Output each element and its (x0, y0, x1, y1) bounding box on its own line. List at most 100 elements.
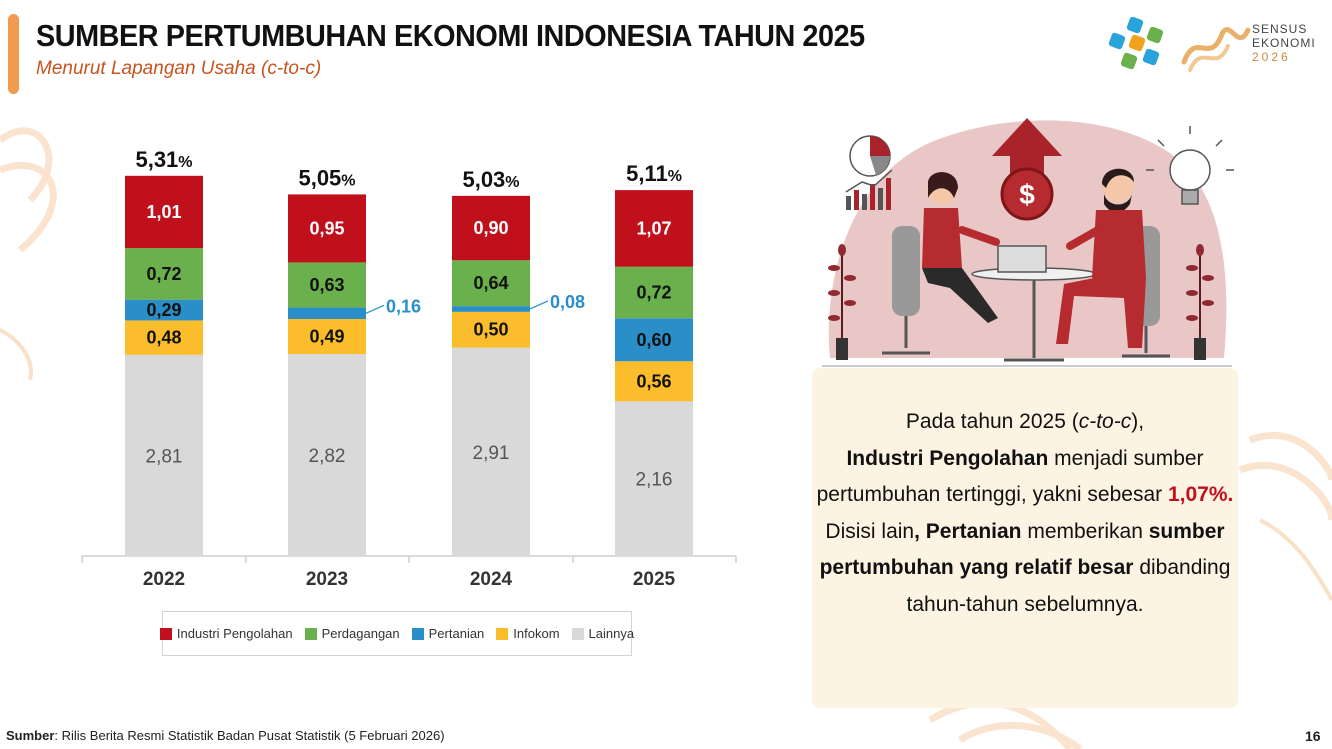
summary-panel (812, 368, 1238, 708)
bar-segment-pertanian (615, 318, 693, 362)
summary-bold-comma: , (914, 519, 920, 543)
summary-text: Pada tahun 2025 (c-to-c), Industri Pengo… (812, 404, 1238, 623)
bar-total-label: 5,31% (135, 147, 192, 172)
legend-swatch (304, 627, 317, 640)
bar-total-suffix: % (178, 154, 192, 171)
logo-year: 2026 (1252, 50, 1291, 64)
x-tick-label: 2025 (633, 569, 676, 590)
legend-label: Lainnya (588, 626, 635, 641)
chart-legend: Industri Pengolahan Perdagangan Pertanian I… (159, 611, 635, 656)
plant-icon (828, 244, 1214, 360)
business-meeting-illustration: $ (822, 118, 1234, 367)
legend-label: Infokom (513, 626, 560, 641)
data-label: 0,48 (146, 328, 181, 348)
legend-item: Infokom (496, 626, 560, 641)
data-label: 0,72 (636, 283, 671, 303)
legend-label: Pertanian (428, 626, 485, 641)
data-label: 0,08 (550, 292, 585, 312)
lightbulb-icon (1146, 126, 1234, 205)
bar-segment-pertanian (452, 306, 530, 312)
bar-total-suffix: % (341, 172, 355, 189)
data-label: 0,16 (386, 296, 421, 316)
source-text: : Rilis Berita Resmi Statistik Badan Pus… (54, 728, 445, 743)
logo-text: SENSUS EKONOMI 2026 (1252, 22, 1316, 64)
data-label: 2,91 (473, 443, 510, 464)
legend-item: Pertanian (411, 626, 485, 641)
summary-part: memberikan (1021, 519, 1149, 543)
bar-segment-industri-pengolahan (288, 194, 366, 263)
bar-segment-perdagangan (452, 260, 530, 307)
page-number: 16 (1305, 728, 1321, 744)
bar-segment-perdagangan (288, 262, 366, 308)
page-title: SUMBER PERTUMBUHAN EKONOMI INDONESIA TAH… (36, 18, 865, 53)
legend-item: Perdagangan (304, 626, 400, 641)
bar-segment-pertanian (125, 299, 203, 321)
data-label: 0,90 (473, 218, 508, 238)
bar-chart-icon (845, 169, 893, 210)
x-tick-label: 2023 (306, 569, 348, 590)
data-label: 2,81 (146, 446, 183, 467)
bar-segment-perdagangan (125, 248, 203, 300)
data-label: 0,63 (309, 275, 344, 295)
data-label: 0,95 (309, 218, 344, 238)
sensus-ekonomi-logo-icon (1108, 16, 1251, 72)
summary-bold-sumber: sumber pertumbuhan yang relatif besar (819, 519, 1225, 580)
data-label: 0,56 (636, 371, 671, 391)
bar-segment-infokom (615, 361, 693, 402)
data-label: 1,07 (636, 218, 671, 238)
bar-total-label: 5,05% (298, 165, 355, 190)
x-tick-label: 2024 (470, 569, 513, 590)
data-label: 0,64 (473, 273, 508, 293)
legend-swatch (411, 627, 424, 640)
data-label: 0,72 (146, 264, 181, 284)
legend-swatch (571, 627, 584, 640)
summary-part: menjadi sumber pertumbuhan tertinggi, ya… (816, 446, 1204, 507)
data-label: 0,60 (636, 330, 671, 350)
summary-part: Pada tahun 2025 ( (905, 410, 1079, 433)
bar-total-suffix: % (668, 168, 682, 185)
bar-segment-lainnya (288, 354, 366, 556)
bar-segment-infokom (125, 320, 203, 355)
bps-logo-icon (1108, 16, 1164, 70)
logo-line-2: EKONOMI (1252, 36, 1316, 50)
svg-text:$: $ (1019, 179, 1035, 210)
legend-item: Industri Pengolahan (159, 626, 293, 641)
data-label: 0,50 (473, 320, 508, 340)
data-label: 2,82 (309, 446, 346, 467)
summary-part: ), (1131, 410, 1145, 433)
dollar-coin-icon: $ (1000, 167, 1054, 221)
bar-segment-lainnya (615, 401, 693, 556)
legend-label: Industri Pengolahan (176, 626, 293, 641)
summary-italic: c-to-c (1078, 410, 1132, 433)
x-tick-label: 2022 (143, 569, 185, 590)
bar-segment-pertanian (288, 307, 366, 320)
summary-part: Disisi lain (825, 519, 915, 543)
source-note: Sumber: Rilis Berita Resmi Statistik Bad… (6, 728, 445, 743)
bar-segment-lainnya (452, 347, 530, 556)
data-label: 0,29 (146, 300, 181, 320)
legend-item: Lainnya (571, 626, 635, 641)
data-label: 2,16 (636, 470, 673, 491)
title-accent-bar (8, 14, 19, 94)
data-label: 1,01 (146, 202, 181, 222)
logo-line-1: SENSUS (1252, 22, 1308, 36)
data-label: 0,49 (309, 327, 344, 347)
page-subtitle: Menurut Lapangan Usaha (c-to-c) (36, 58, 322, 79)
legend-label: Perdagangan (321, 626, 400, 641)
bar-total-label: 5,03% (462, 167, 519, 192)
data-label-leader (365, 304, 385, 314)
summary-bold-pertanian: Pertanian (925, 519, 1022, 543)
bar-segment-industri-pengolahan (125, 175, 203, 249)
bar-segment-industri-pengolahan (452, 195, 530, 261)
up-arrow-icon (992, 118, 1062, 180)
bar-segment-perdagangan (615, 266, 693, 319)
legend-swatch (159, 627, 172, 640)
bar-segment-lainnya (125, 354, 203, 556)
source-label: Sumber (6, 728, 55, 743)
summary-bold-industri: Industri Pengolahan (846, 446, 1049, 470)
bar-total-suffix: % (505, 174, 519, 191)
summary-highlight-value: 1,07%. (1167, 483, 1234, 506)
data-label-leader (529, 300, 549, 310)
summary-part: dibanding tahun-tahun sebelumnya. (906, 556, 1231, 616)
